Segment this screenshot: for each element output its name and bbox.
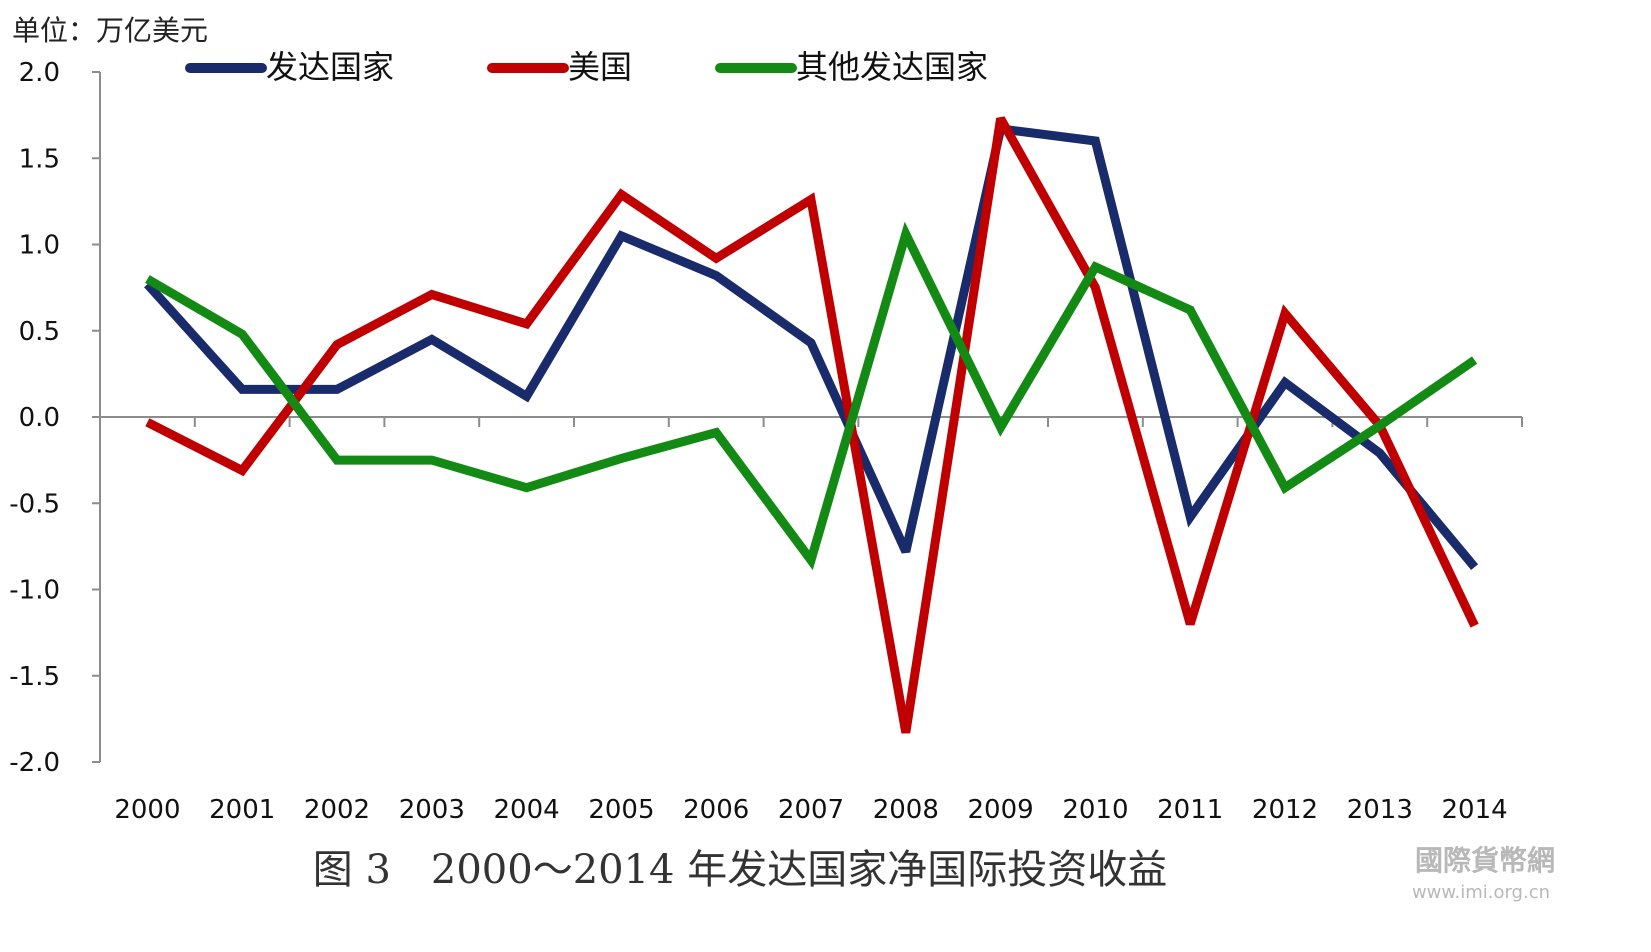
x-tick-label: 2002 xyxy=(304,795,370,825)
data-point xyxy=(810,199,812,201)
y-tick-label: 0.5 xyxy=(19,317,60,347)
data-point xyxy=(1000,426,1002,428)
data-point xyxy=(241,388,243,390)
y-axis: 2.0 1.5 1.0 0.5 0.0 -0.5 -1.0 -1.5 -2.0 xyxy=(9,58,101,778)
data-point xyxy=(620,235,622,237)
data-point xyxy=(905,551,907,553)
data-point xyxy=(1379,425,1381,427)
series-line-3 xyxy=(145,221,1478,571)
legend: 发达国家 美国 其他发达国家 xyxy=(185,48,988,86)
series-lines xyxy=(144,116,1479,734)
y-tick-label: -0.5 xyxy=(9,489,60,519)
legend-item-3: 其他发达国家 xyxy=(715,48,988,86)
data-point xyxy=(715,432,717,434)
data-point xyxy=(146,278,148,280)
y-tick-label: 0.0 xyxy=(19,403,60,433)
x-tick-label: 2014 xyxy=(1442,795,1508,825)
data-point xyxy=(431,294,433,296)
legend-item-2: 美国 xyxy=(487,48,632,86)
data-point xyxy=(336,459,338,461)
data-point xyxy=(1284,487,1286,489)
data-point xyxy=(1189,309,1191,311)
data-point xyxy=(1474,625,1476,627)
data-point xyxy=(810,342,812,344)
legend-label-1: 发达国家 xyxy=(266,48,394,86)
data-point xyxy=(1189,623,1191,625)
data-point xyxy=(1284,313,1286,315)
x-tick-label: 2010 xyxy=(1062,795,1128,825)
data-point xyxy=(431,338,433,340)
x-tick-label: 2000 xyxy=(114,795,180,825)
chart-caption: 图 3 2000～2014 年发达国家净国际投资收益 xyxy=(313,847,1167,893)
data-point xyxy=(905,732,907,734)
x-axis: 2000 2001 2002 2003 2004 2005 2006 2007 2008 2009… xyxy=(99,416,1523,825)
x-tick-label: 2005 xyxy=(588,795,654,825)
watermark-name: 國際貨幣網 xyxy=(1415,844,1555,877)
data-point xyxy=(1094,287,1096,289)
data-point xyxy=(1284,382,1286,384)
data-point xyxy=(1094,140,1096,142)
data-point xyxy=(620,193,622,195)
legend-label-3: 其他发达国家 xyxy=(796,48,988,86)
data-point xyxy=(526,395,528,397)
x-tick-label: 2008 xyxy=(873,795,939,825)
x-tick-label: 2001 xyxy=(209,795,275,825)
data-point xyxy=(715,275,717,277)
data-point xyxy=(1189,516,1191,518)
x-tick-label: 2012 xyxy=(1252,795,1318,825)
y-tick-label: 1.0 xyxy=(19,231,60,261)
data-point xyxy=(526,323,528,325)
data-point xyxy=(241,469,243,471)
legend-label-2: 美国 xyxy=(568,48,632,86)
x-tick-label: 2004 xyxy=(494,795,560,825)
data-point xyxy=(336,344,338,346)
y-tick-label: -1.0 xyxy=(9,576,60,606)
unit-label: 单位：万亿美元 xyxy=(12,14,208,47)
watermark: 國際貨幣網 www.imi.org.cn xyxy=(1412,844,1555,903)
data-point xyxy=(1379,452,1381,454)
x-tick-label: 2009 xyxy=(968,795,1034,825)
data-point xyxy=(1474,566,1476,568)
data-point xyxy=(336,388,338,390)
x-tick-label: 2013 xyxy=(1347,795,1413,825)
series-line-2 xyxy=(145,116,1479,734)
data-point xyxy=(715,257,717,259)
x-tick-label: 2003 xyxy=(399,795,465,825)
data-point xyxy=(526,487,528,489)
data-point xyxy=(1094,266,1096,268)
data-point xyxy=(1000,118,1002,120)
x-tick-label: 2007 xyxy=(778,795,844,825)
y-tick-label: 1.5 xyxy=(19,144,60,174)
y-tick-label: 2.0 xyxy=(19,58,60,88)
y-tick-label: -2.0 xyxy=(9,748,60,778)
data-point xyxy=(146,421,148,423)
x-tick-label: 2006 xyxy=(683,795,749,825)
legend-item-1: 发达国家 xyxy=(185,48,394,86)
data-point xyxy=(810,559,812,561)
y-tick-label: -1.5 xyxy=(9,662,60,692)
data-point xyxy=(905,233,907,235)
x-tick-label: 2011 xyxy=(1157,795,1223,825)
data-point xyxy=(1474,359,1476,361)
watermark-url: www.imi.org.cn xyxy=(1412,882,1550,903)
data-point xyxy=(620,457,622,459)
data-point xyxy=(431,459,433,461)
data-point xyxy=(241,333,243,335)
